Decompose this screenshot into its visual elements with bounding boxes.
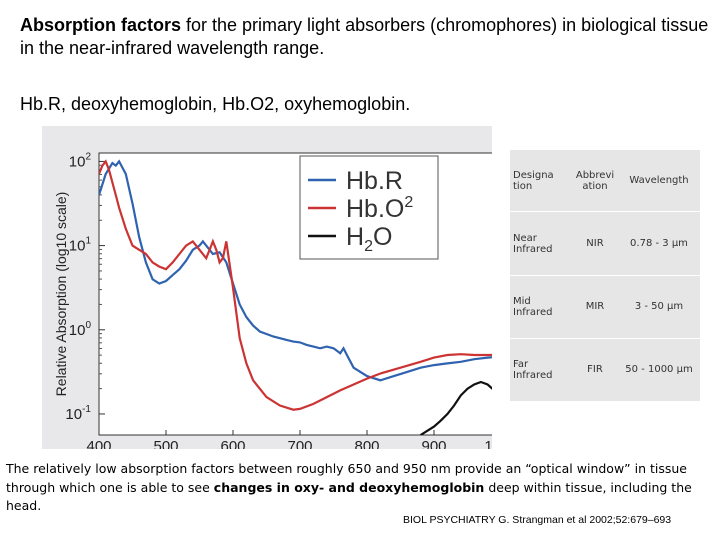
table-header-wavelength: Wavelength <box>618 150 700 213</box>
series-line-2 <box>420 380 492 435</box>
table-row: Near Infrared NIR 0.78 - 3 µm <box>510 211 700 276</box>
table-cell: Near Infrared <box>510 211 572 276</box>
series-line-1 <box>99 159 492 411</box>
y-axis-label: Relative Absorption (log10 scale) <box>53 192 69 397</box>
table-cell: MIR <box>572 275 618 339</box>
series-line-0 <box>99 159 492 382</box>
citation: BIOL PSYCHIATRY G. Strangman et al 2002;… <box>403 514 672 526</box>
figure-caption: The relatively low absorption factors be… <box>6 460 711 516</box>
x-tick-label: 600 <box>220 438 245 449</box>
y-tick-label: 102 <box>69 151 92 170</box>
table-row: Mid Infrared MIR 3 - 50 µm <box>510 275 700 339</box>
table-cell: Far Infrared <box>510 338 572 403</box>
table-row: Far Infrared FIR 50 - 1000 µm <box>510 338 700 403</box>
heading-rest: for the primary light absorbers (chromop… <box>20 15 709 58</box>
absorption-chart: 400500600700800900100010210110010-1Wavel… <box>53 151 492 449</box>
x-tick-label: 500 <box>153 438 178 449</box>
legend-label: H2O <box>346 223 392 255</box>
table-cell: 50 - 1000 µm <box>618 338 700 403</box>
caption-bold: changes in oxy- and deoxyhemoglobin <box>213 479 485 495</box>
x-tick-label: 800 <box>354 438 379 449</box>
x-tick-label: 900 <box>421 438 446 449</box>
table-cell: FIR <box>572 338 618 403</box>
table-cell: 3 - 50 µm <box>618 275 700 339</box>
table-cell: Mid Infrared <box>510 275 572 339</box>
table-header-row: Designa tion Abbrevi ation Wavelength <box>510 150 700 213</box>
table-header-abbreviation: Abbrevi ation <box>572 150 618 213</box>
legend-label: Hb.R <box>346 167 403 195</box>
slide-subheading: Hb.R, deoxyhemoglobin, Hb.O2, oxyhemoglo… <box>20 94 411 114</box>
x-tick-label: 400 <box>86 438 111 449</box>
heading-bold: Absorption factors <box>20 15 182 35</box>
caption-part-1: The relatively low absorption factors be… <box>6 461 687 495</box>
y-tick-label: 10-1 <box>65 404 91 423</box>
table-cell: NIR <box>572 211 618 276</box>
table-cell: 0.78 - 3 µm <box>618 211 700 276</box>
caption-part-2: deep within tissue, including the head. <box>6 479 692 514</box>
x-tick-label: 1000 <box>484 438 492 449</box>
table-header-designation: Designa tion <box>510 150 572 213</box>
y-tick-label: 100 <box>69 320 92 339</box>
x-tick-label: 700 <box>287 438 312 449</box>
slide-heading: Absorption factors for the primary light… <box>20 14 710 60</box>
y-tick-label: 101 <box>69 236 92 255</box>
legend-label: Hb.O2 <box>346 194 413 223</box>
infrared-table: Designa tion Abbrevi ation Wavelength Ne… <box>510 150 700 403</box>
